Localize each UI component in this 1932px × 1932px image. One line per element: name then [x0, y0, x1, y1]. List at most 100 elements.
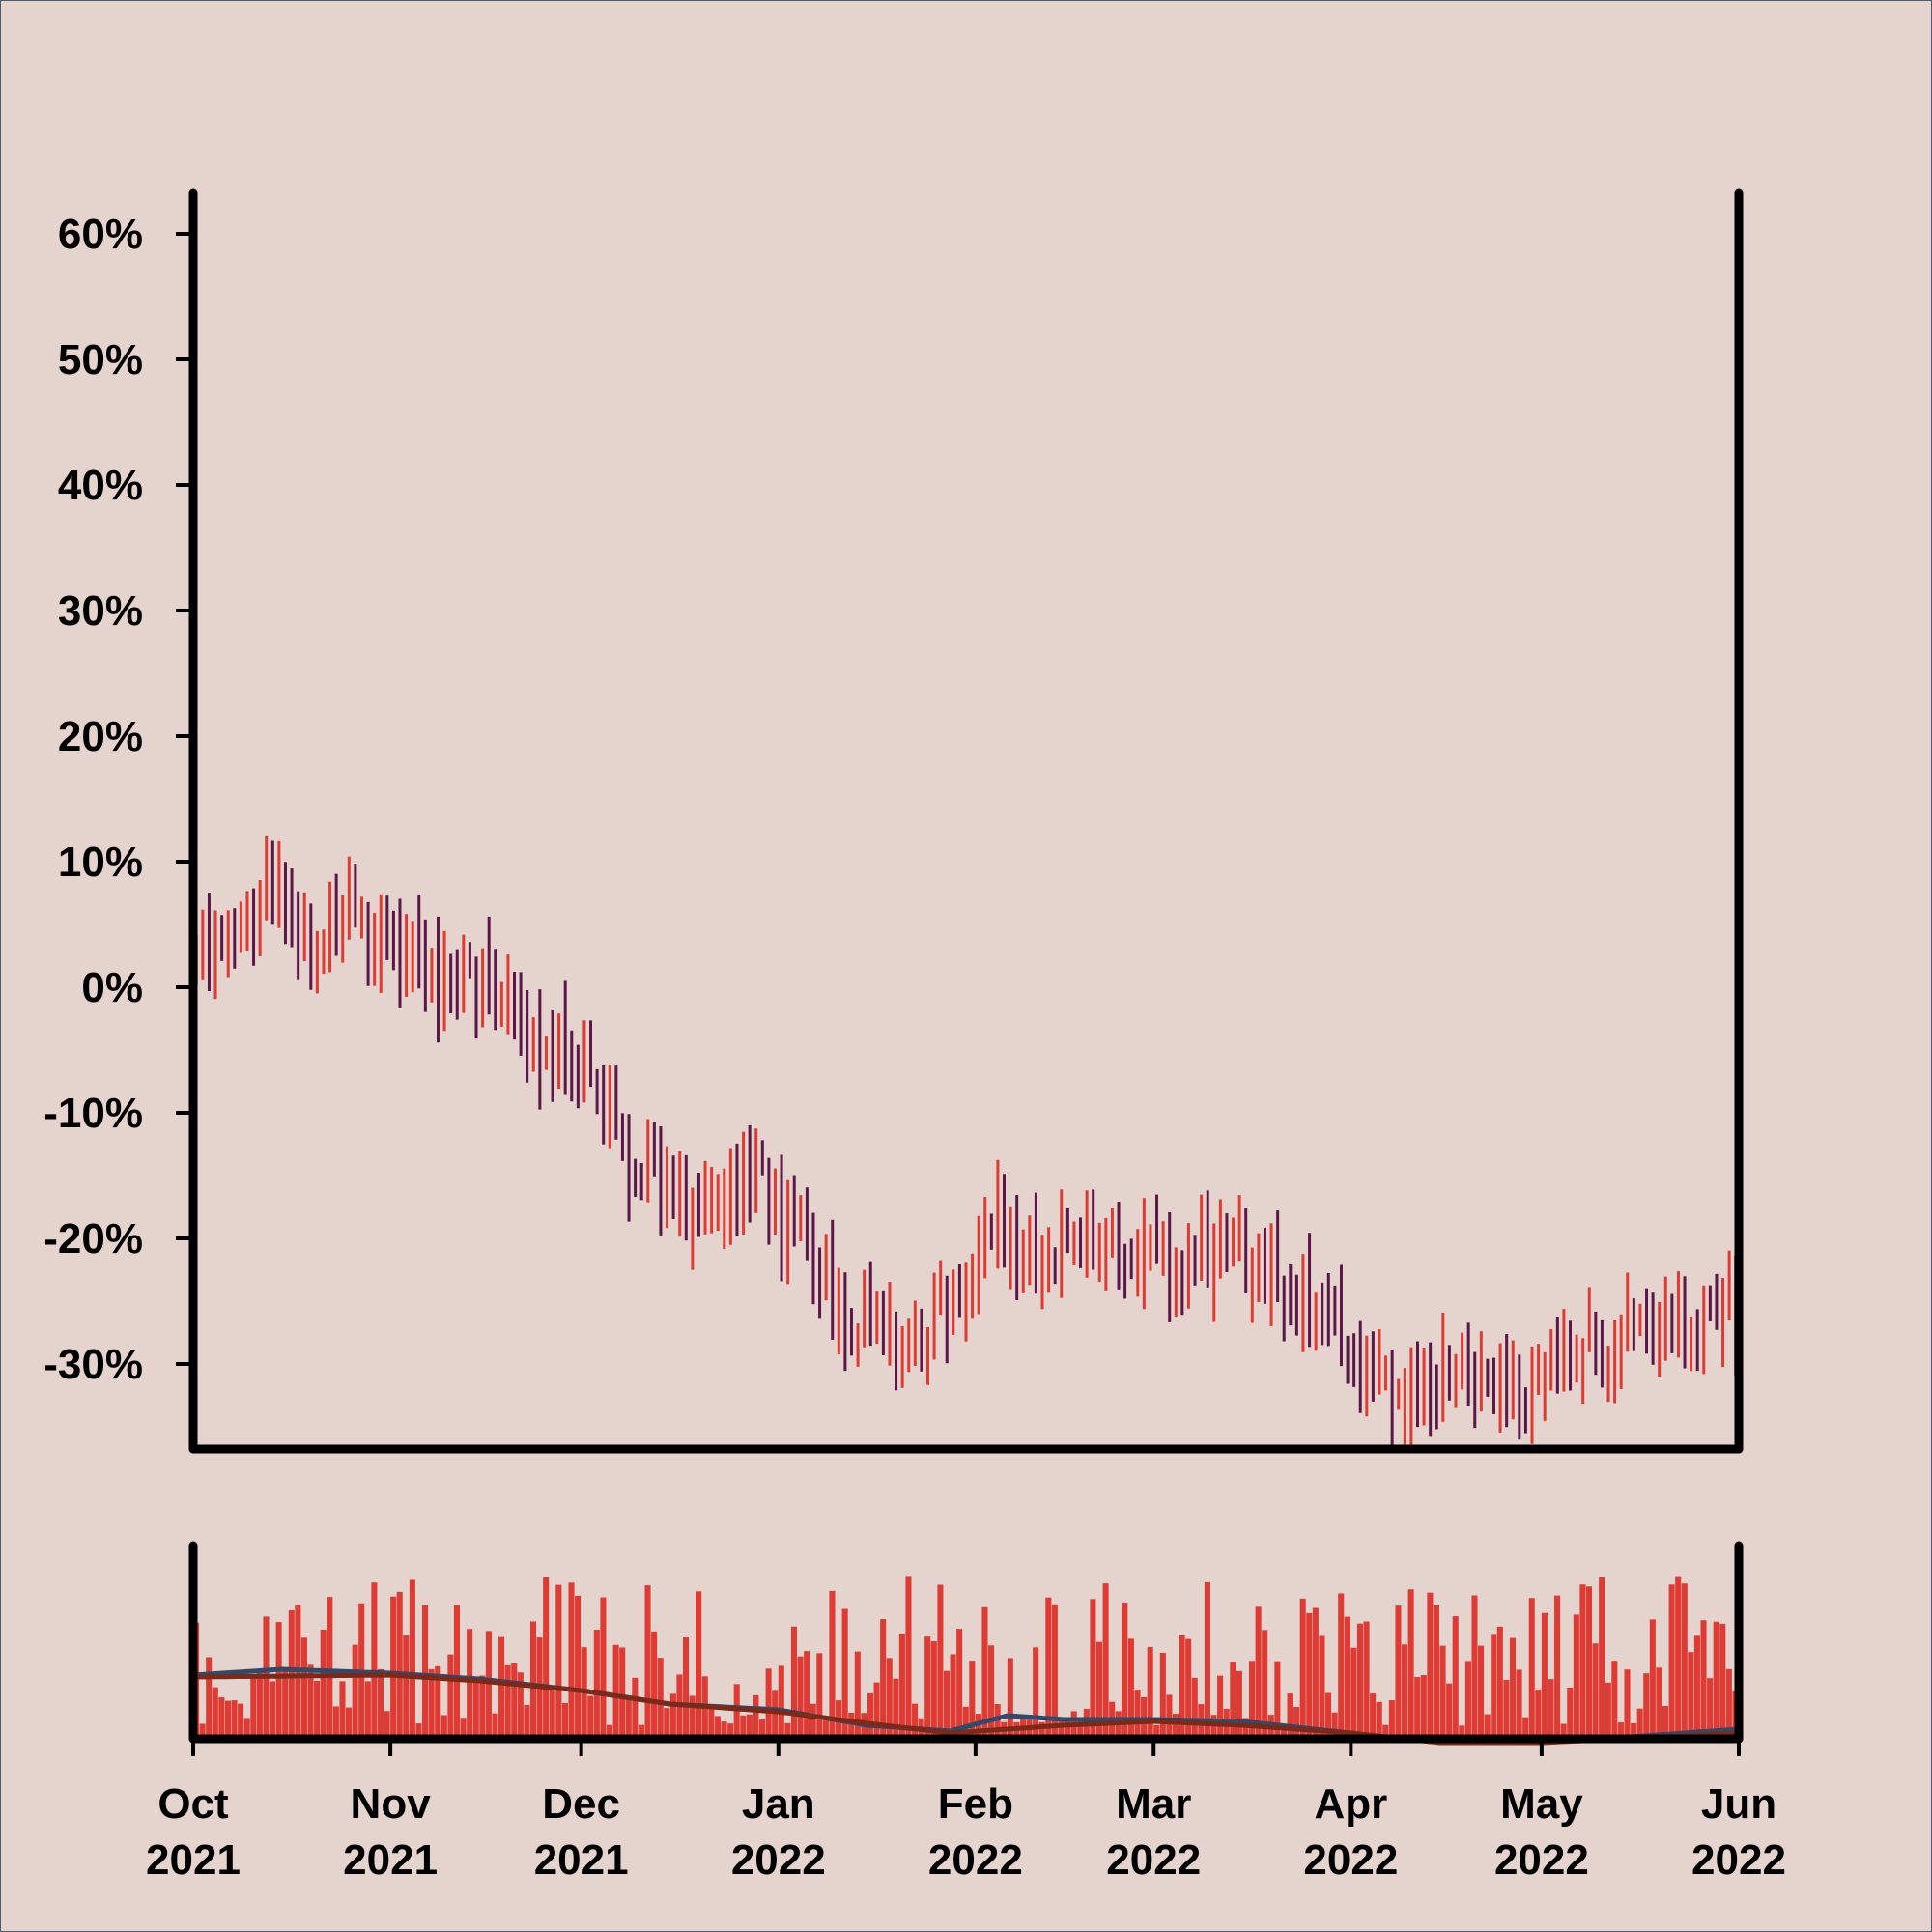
volume-bar	[243, 1718, 250, 1739]
volume-bar	[1446, 1683, 1453, 1739]
volume-bar	[1567, 1687, 1574, 1739]
volume-bar	[867, 1692, 873, 1739]
volume-bar	[1230, 1662, 1236, 1739]
volume-bar	[377, 1668, 384, 1739]
volume-bar	[435, 1665, 441, 1739]
volume-bar	[981, 1606, 988, 1739]
volume-bar	[714, 1716, 721, 1739]
volume-bar	[848, 1712, 855, 1739]
volume-bar	[669, 1693, 676, 1739]
volume-bar	[1319, 1635, 1325, 1739]
volume-bar	[270, 1681, 276, 1739]
volume-bar	[708, 1708, 715, 1739]
volume-bar	[1631, 1722, 1637, 1739]
volume-bar	[778, 1665, 784, 1739]
volume-bar	[561, 1702, 568, 1739]
x-tick-label-line: Feb	[938, 1780, 1013, 1828]
volume-bar	[1656, 1667, 1662, 1739]
volume-bar	[1713, 1621, 1719, 1739]
volume-bar	[300, 1637, 307, 1739]
volume-bar	[517, 1672, 524, 1739]
volume-bar	[950, 1654, 956, 1739]
volume-bar	[1420, 1675, 1427, 1739]
volume-bar	[1548, 1679, 1554, 1739]
volume-bar	[696, 1591, 702, 1739]
x-axis-ticks: Oct 2021 Nov 2021 Dec 2021 Jan 2022 Feb 2022 Mar 20…	[146, 1739, 1786, 1884]
x-tick-label-line: 2022	[1494, 1836, 1589, 1884]
volume-bar	[1439, 1645, 1446, 1739]
volume-bar	[841, 1608, 848, 1739]
volume-bar	[1560, 1723, 1567, 1739]
volume-bar	[1038, 1721, 1045, 1739]
volume-bar	[1693, 1635, 1700, 1739]
volume-bar	[854, 1651, 861, 1739]
volume-bar	[1363, 1621, 1370, 1739]
volume-bar	[1528, 1598, 1535, 1739]
volume-bar	[498, 1636, 505, 1739]
volume-bar	[231, 1700, 238, 1739]
volume-bar	[282, 1670, 289, 1739]
volume-bar	[1522, 1717, 1529, 1739]
volume-bar	[339, 1681, 346, 1739]
volume-bar	[1356, 1623, 1363, 1739]
volume-bar	[1427, 1592, 1434, 1739]
volume-bar	[956, 1629, 963, 1739]
volume-bar	[1617, 1722, 1624, 1739]
volume-bar	[1166, 1694, 1173, 1739]
volume-bar	[524, 1704, 530, 1739]
volume-bar	[1299, 1598, 1306, 1739]
y-tick-label: 60%	[58, 211, 143, 258]
volume-bar	[212, 1687, 218, 1739]
volume-bar	[575, 1595, 582, 1739]
volume-bar	[447, 1654, 454, 1739]
volume-bar	[1433, 1605, 1440, 1739]
volume-bar	[772, 1690, 779, 1739]
volume-bar	[1331, 1712, 1338, 1739]
x-tick-label: Dec 2021	[534, 1780, 629, 1884]
volume-bar	[898, 1634, 905, 1739]
volume-bar	[1007, 1658, 1013, 1739]
volume-bar	[352, 1644, 358, 1739]
x-tick-label: Apr 2022	[1303, 1780, 1398, 1884]
volume-bars	[193, 1576, 1739, 1739]
volume-bar	[1725, 1668, 1732, 1739]
volume-bar	[1573, 1614, 1579, 1739]
volume-bar	[1210, 1715, 1217, 1739]
volume-bar	[1376, 1701, 1382, 1739]
volume-bar	[440, 1715, 447, 1739]
x-tick-label-line: May	[1500, 1780, 1583, 1828]
volume-bar	[689, 1695, 696, 1739]
x-tick-label-line: Jan	[742, 1780, 815, 1828]
volume-bar	[218, 1697, 225, 1739]
volume-bar	[625, 1695, 632, 1739]
x-tick-label-line: 2022	[731, 1836, 826, 1884]
volume-bar	[460, 1718, 467, 1739]
y-tick-label: -10%	[43, 1090, 143, 1137]
volume-bar	[784, 1722, 791, 1739]
volume-bar	[1045, 1597, 1052, 1739]
volume-bar	[1159, 1652, 1166, 1739]
y-tick-label: 30%	[58, 587, 143, 635]
volume-bar	[504, 1664, 511, 1739]
volume-bar	[1350, 1647, 1357, 1739]
volume-bar	[1484, 1714, 1491, 1739]
x-tick-label-line: Apr	[1314, 1780, 1387, 1828]
volume-bar	[1605, 1682, 1611, 1739]
volume-bar	[1274, 1661, 1281, 1739]
volume-bar	[1459, 1725, 1465, 1739]
volume-bar	[1414, 1677, 1421, 1739]
x-tick-label-line: Nov	[351, 1780, 432, 1828]
volume-bar	[962, 1706, 969, 1739]
x-tick-label-line: 2022	[1303, 1836, 1398, 1884]
volume-bar	[1325, 1692, 1332, 1739]
volume-bar	[651, 1631, 658, 1739]
volume-bar	[327, 1597, 333, 1739]
y-tick-label: -30%	[43, 1341, 143, 1388]
volume-bar	[1344, 1616, 1350, 1739]
volume-bar	[1592, 1643, 1599, 1739]
volume-bar	[1312, 1607, 1319, 1739]
volume-bar	[746, 1714, 753, 1739]
volume-bar	[1541, 1612, 1548, 1739]
volume-bar	[428, 1668, 435, 1739]
